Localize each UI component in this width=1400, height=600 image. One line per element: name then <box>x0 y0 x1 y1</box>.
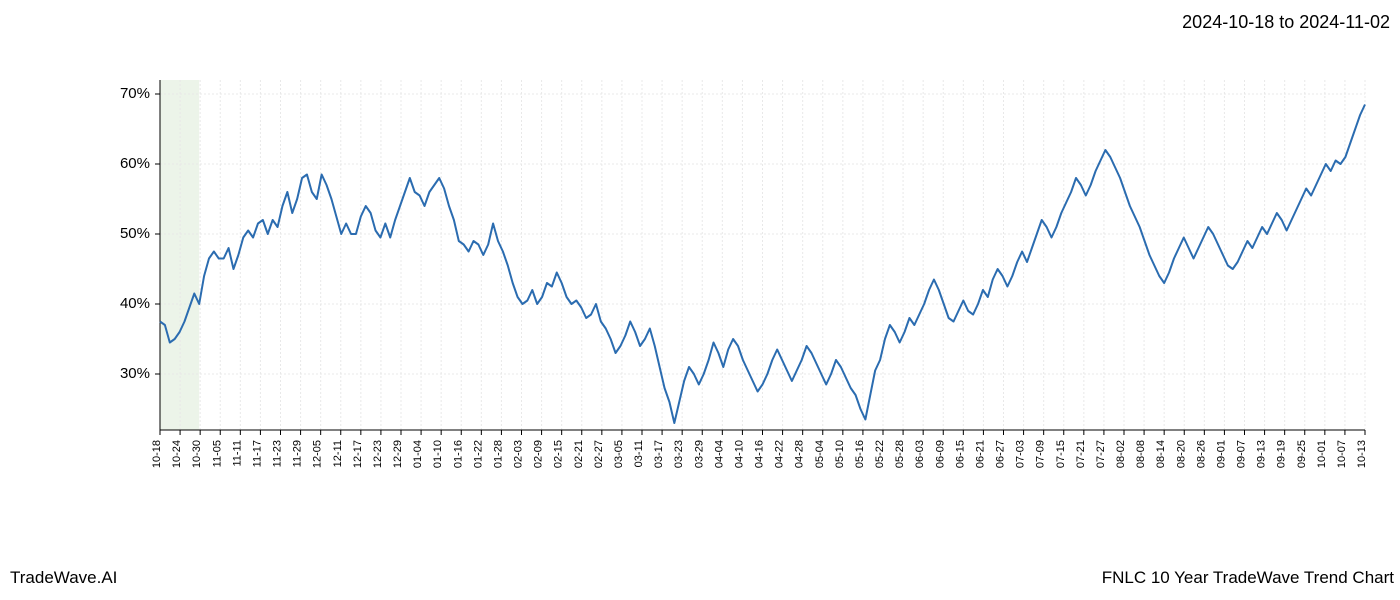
x-tick-label: 12-11 <box>332 440 344 467</box>
x-tick-label: 10-01 <box>1316 440 1328 468</box>
chart-area: 30% 40% 50% 60% 70% 10-18 10-24 10-30 11-05 11-11… <box>100 70 1380 500</box>
x-tick-label: 10-13 <box>1356 440 1368 468</box>
x-tick-label: 09-19 <box>1276 440 1288 468</box>
x-tick-label: 07-09 <box>1035 440 1047 468</box>
x-tick-label: 11-05 <box>211 440 223 467</box>
x-tick-label: 09-13 <box>1256 440 1268 468</box>
y-tick-label: 60% <box>120 155 150 172</box>
x-tick-label: 01-10 <box>432 440 444 468</box>
x-tick-label: 10-24 <box>171 440 183 468</box>
x-tick-label: 11-29 <box>292 440 304 467</box>
x-tick-label: 09-25 <box>1296 440 1308 468</box>
footer-brand: TradeWave.AI <box>10 568 117 588</box>
x-tick-label: 04-16 <box>754 440 766 468</box>
x-tick-label: 10-07 <box>1336 440 1348 468</box>
y-tick-label: 50% <box>120 225 150 242</box>
x-tick-label: 07-15 <box>1055 440 1067 468</box>
x-tick-label: 01-22 <box>472 440 484 468</box>
x-tick-label: 01-16 <box>452 440 464 468</box>
x-tick-label: 01-04 <box>412 440 424 468</box>
x-tick-label: 07-03 <box>1015 440 1027 468</box>
x-tick-label: 07-27 <box>1095 440 1107 468</box>
x-tick-label: 04-22 <box>774 440 786 468</box>
footer-chart-title: FNLC 10 Year TradeWave Trend Chart <box>1102 568 1394 588</box>
x-tick-label: 04-10 <box>733 440 745 468</box>
x-tick-label: 04-28 <box>794 440 806 468</box>
x-tick-label: 12-05 <box>312 440 324 468</box>
x-tick-label: 06-09 <box>934 440 946 468</box>
y-tick-label: 40% <box>120 295 150 312</box>
x-tick-label: 02-27 <box>593 440 605 468</box>
x-tick-label: 01-28 <box>492 440 504 468</box>
x-tick-label: 03-11 <box>633 440 645 467</box>
x-tick-label: 08-20 <box>1175 440 1187 468</box>
x-tick-label: 12-29 <box>392 440 404 468</box>
x-tick-label: 09-01 <box>1215 440 1227 468</box>
x-tick-label: 11-17 <box>251 440 263 467</box>
x-tick-label: 07-21 <box>1075 440 1087 468</box>
y-tick-label: 30% <box>120 365 150 382</box>
x-tick-label: 02-03 <box>513 440 525 468</box>
x-tick-label: 05-10 <box>834 440 846 468</box>
x-tick-label: 02-21 <box>573 440 585 468</box>
chart-svg: 30% 40% 50% 60% 70% 10-18 10-24 10-30 11-05 11-11… <box>100 70 1380 500</box>
x-tick-label: 11-11 <box>231 440 243 467</box>
x-tick-label: 08-02 <box>1115 440 1127 468</box>
x-tick-label: 08-26 <box>1195 440 1207 468</box>
x-tick-label: 10-18 <box>151 440 163 468</box>
x-tick-label: 02-09 <box>533 440 545 468</box>
x-tick-label: 10-30 <box>191 440 203 468</box>
x-tick-label: 04-04 <box>713 440 725 468</box>
x-tick-label: 03-05 <box>613 440 625 468</box>
x-tick-label: 08-08 <box>1135 440 1147 468</box>
x-tick-label: 11-23 <box>272 440 284 467</box>
x-tick-label: 02-15 <box>553 440 565 468</box>
x-tick-label: 12-23 <box>372 440 384 468</box>
x-tick-label: 08-14 <box>1155 440 1167 468</box>
x-tick-label: 06-15 <box>954 440 966 468</box>
x-tick-label: 03-23 <box>673 440 685 468</box>
x-tick-label: 03-29 <box>693 440 705 468</box>
x-tick-label: 12-17 <box>352 440 364 468</box>
x-tick-label: 05-22 <box>874 440 886 468</box>
x-tick-label: 05-04 <box>814 440 826 468</box>
x-tick-label: 03-17 <box>653 440 665 468</box>
y-tick-label: 70% <box>120 85 150 102</box>
x-tick-label: 05-28 <box>894 440 906 468</box>
x-tick-label: 06-27 <box>995 440 1007 468</box>
date-range-label: 2024-10-18 to 2024-11-02 <box>1182 12 1390 33</box>
x-tick-label: 05-16 <box>854 440 866 468</box>
x-tick-label: 06-03 <box>914 440 926 468</box>
x-tick-label: 06-21 <box>974 440 986 468</box>
x-tick-label: 09-07 <box>1236 440 1248 468</box>
